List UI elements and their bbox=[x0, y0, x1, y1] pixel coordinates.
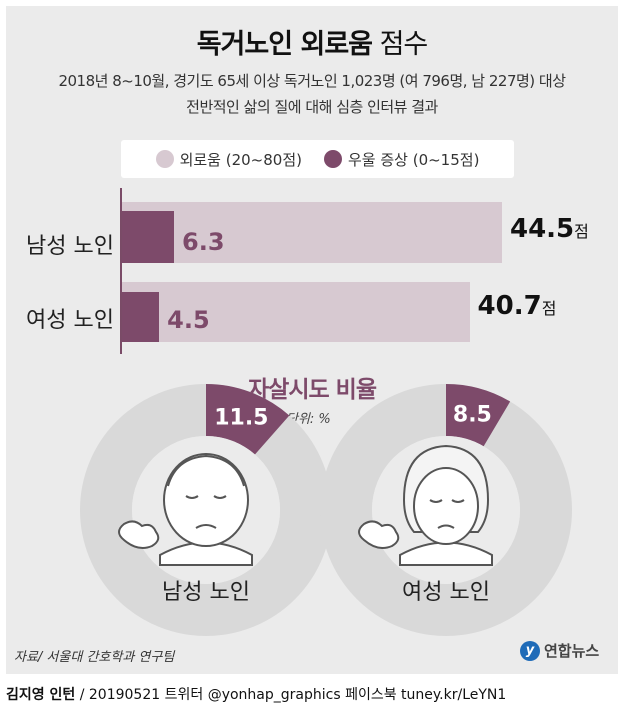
donut-slice-male bbox=[206, 384, 290, 455]
legend-item-depression: 우울 증상 (0~15점) bbox=[323, 149, 480, 170]
donut-slice-female bbox=[446, 384, 511, 447]
legend-label-lonely: 외로움 (20~80점) bbox=[179, 150, 302, 169]
woman-face bbox=[413, 467, 479, 545]
man-face bbox=[163, 453, 249, 547]
woman-sigh-puff bbox=[358, 520, 400, 549]
bar-lonely-male bbox=[122, 202, 502, 263]
donut-label-male: 남성 노인 bbox=[162, 580, 250, 605]
lonely-value-female: 40.7점 bbox=[478, 291, 557, 321]
bar-lonely-female bbox=[122, 282, 470, 342]
man-eyes bbox=[185, 495, 227, 499]
elderly-man-icon bbox=[118, 453, 253, 566]
donut-value-male: 11.5 bbox=[214, 405, 268, 430]
lonely-number-female: 40.7 bbox=[477, 291, 542, 321]
lonely-value-male: 44.5점 bbox=[510, 214, 589, 244]
bar-depression-female bbox=[122, 292, 160, 342]
donut-male bbox=[80, 384, 332, 636]
page-title: 독거노인 외로움 점수 bbox=[0, 22, 624, 61]
man-hair bbox=[167, 454, 245, 487]
legend-item-lonely: 외로움 (20~80점) bbox=[155, 149, 302, 170]
man-sigh-puff bbox=[118, 520, 160, 549]
yonhap-logo-text: 연합뉴스 bbox=[544, 642, 600, 660]
yonhap-logo: y 연합뉴스 bbox=[520, 640, 599, 661]
row-label-female: 여성 노인 bbox=[26, 308, 114, 333]
credit-author: 김지영 인턴 bbox=[6, 687, 76, 703]
donut-female bbox=[320, 384, 572, 636]
suicide-attempt-title: 자살시도 비율 bbox=[248, 377, 377, 403]
yonhap-logo-icon: y bbox=[520, 640, 540, 661]
lonely-unit-male: 점 bbox=[574, 222, 589, 241]
woman-mouth bbox=[437, 524, 455, 529]
lonely-unit-female: 점 bbox=[541, 299, 557, 318]
donut-label-female: 여성 노인 bbox=[402, 580, 490, 605]
subtitle-line-2: 전반적인 삶의 질에 대해 심층 인터뷰 결과 bbox=[186, 98, 438, 116]
title-light: 점수 bbox=[379, 29, 429, 60]
man-mouth bbox=[195, 524, 217, 529]
woman-shoulders bbox=[399, 541, 493, 566]
lonely-number-male: 44.5 bbox=[510, 214, 575, 244]
woman-eyes bbox=[429, 499, 465, 503]
subtitle-line-1: 2018년 8~10월, 경기도 65세 이상 독거노인 1,023명 (여 7… bbox=[58, 72, 566, 90]
legend-swatch-lonely bbox=[155, 150, 174, 168]
source-note: 자료/ 서울대 간호학과 연구팀 bbox=[14, 650, 175, 665]
depression-value-female: 4.5 bbox=[167, 306, 210, 334]
title-bold: 독거노인 외로움 bbox=[196, 29, 373, 60]
legend: 외로움 (20~80점) 우울 증상 (0~15점) bbox=[121, 140, 514, 178]
legend-label-depression: 우울 증상 (0~15점) bbox=[347, 150, 480, 169]
credit-line: 김지영 인턴 / 20190521 트위터 @yonhap_graphics 페… bbox=[6, 684, 506, 704]
legend-swatch-depression bbox=[323, 150, 342, 168]
bar-depression-male bbox=[122, 211, 174, 263]
elderly-woman-icon bbox=[358, 444, 493, 566]
bar-axis bbox=[120, 188, 122, 354]
row-label-male: 남성 노인 bbox=[26, 234, 114, 259]
donut-value-female: 8.5 bbox=[453, 403, 492, 428]
depression-value-male: 6.3 bbox=[182, 228, 225, 256]
credit-rest: / 20190521 트위터 @yonhap_graphics 페이스북 tun… bbox=[75, 687, 507, 703]
